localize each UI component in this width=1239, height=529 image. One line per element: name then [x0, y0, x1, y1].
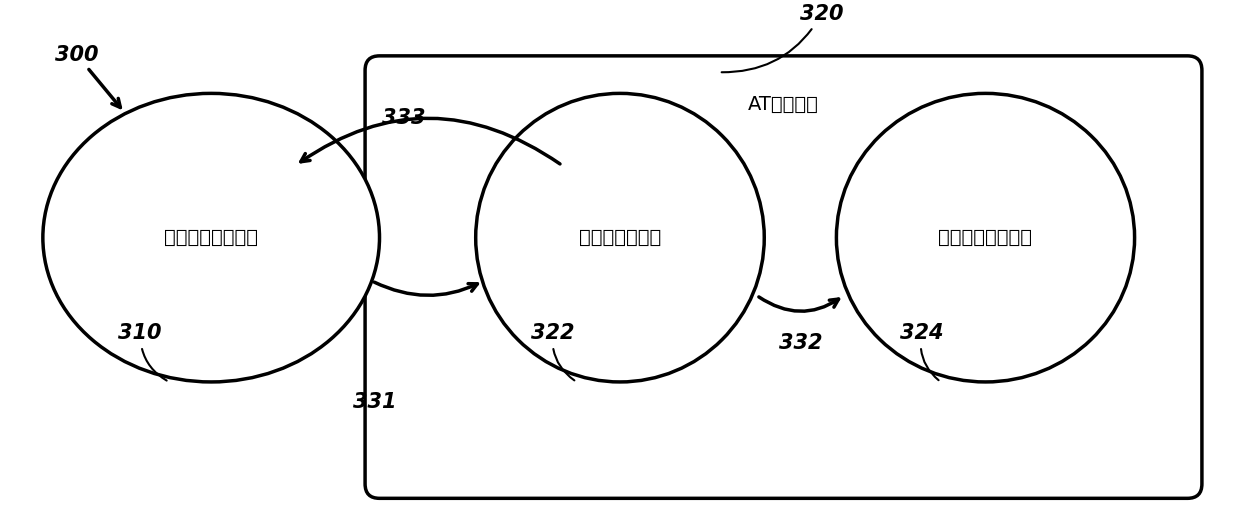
Ellipse shape	[836, 94, 1135, 382]
Text: 331: 331	[353, 391, 396, 412]
Text: 320: 320	[721, 4, 844, 72]
Text: 高速率监视状态: 高速率监视状态	[579, 228, 662, 247]
Text: 322: 322	[530, 323, 575, 380]
Text: 332: 332	[778, 333, 823, 353]
Text: 324: 324	[900, 323, 943, 380]
Text: 333: 333	[382, 108, 425, 128]
FancyBboxPatch shape	[366, 56, 1202, 498]
Ellipse shape	[476, 94, 764, 382]
Text: 310: 310	[119, 323, 167, 380]
Ellipse shape	[43, 94, 379, 382]
Text: AT监视状态: AT监视状态	[748, 95, 819, 113]
Text: 持续心律监视状态: 持续心律监视状态	[938, 228, 1032, 247]
Text: 300: 300	[55, 44, 120, 107]
Text: 穦性节律监视状态: 穦性节律监视状态	[165, 228, 258, 247]
